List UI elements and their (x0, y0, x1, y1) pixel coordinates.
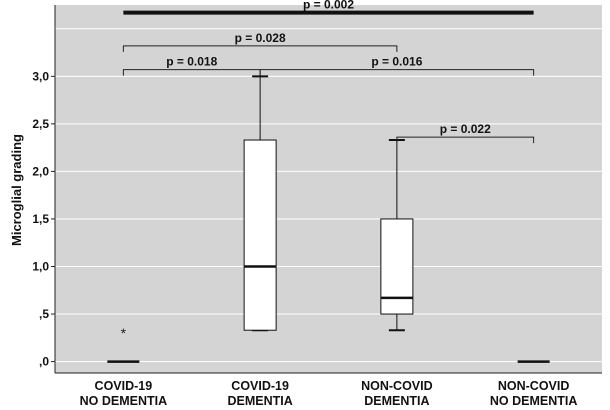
significance-brackets: p = 0.002 p = 0.028 p = 0.018 p = 0.016 p = … (122, 0, 535, 144)
y-tick-label: ,5 (39, 307, 49, 321)
y-axis: ,0 ,5 1,0 1,5 2,0 2,5 3,0 (32, 5, 56, 373)
comparison-bracket: p = 0.002 (123, 0, 534, 15)
box-1: * (107, 325, 140, 363)
x-category-label-line1: COVID-19 (231, 379, 289, 393)
x-category-label-line2: NO DEMENTIA (490, 394, 578, 408)
comparison-bracket: p = 0.016 (259, 55, 535, 76)
x-category-label-line2: DEMENTIA (227, 394, 292, 408)
outlier-marker: * (121, 325, 127, 341)
box-2 (243, 75, 277, 332)
bracket-line (122, 45, 398, 52)
p-value-label: p = 0.028 (235, 31, 286, 45)
y-tick-label: 1,5 (32, 212, 49, 226)
x-category-label-line1: NON-COVID (498, 379, 570, 393)
y-tick-label: 2,5 (32, 117, 49, 131)
x-category-label-line2: NO DEMENTIA (80, 394, 168, 408)
y-tick-label: 3,0 (32, 69, 49, 83)
x-category-label-line1: NON-COVID (361, 379, 433, 393)
p-value-label: p = 0.022 (440, 122, 491, 136)
x-category-label-line2: DEMENTIA (364, 394, 429, 408)
y-axis-title: Microglial grading (9, 134, 24, 246)
y-tick-label: 1,0 (32, 259, 49, 273)
y-tick-label: ,0 (39, 355, 49, 369)
box-iqr (243, 139, 277, 331)
bracket-line (396, 136, 535, 144)
comparison-bracket: p = 0.028 (122, 31, 398, 52)
comparison-bracket: p = 0.022 (396, 122, 535, 144)
plot-area (55, 5, 602, 373)
bracket-line (259, 69, 535, 76)
box-3 (380, 139, 414, 332)
box-iqr (380, 218, 414, 315)
p-value-label: p = 0.018 (166, 55, 217, 69)
grid-lines (55, 28, 602, 363)
x-category-label-line1: COVID-19 (95, 379, 153, 393)
p-value-label: p = 0.002 (303, 0, 354, 12)
y-tick-label: 2,0 (32, 164, 49, 178)
box-series: * (107, 75, 550, 363)
p-value-label: p = 0.016 (371, 55, 422, 69)
